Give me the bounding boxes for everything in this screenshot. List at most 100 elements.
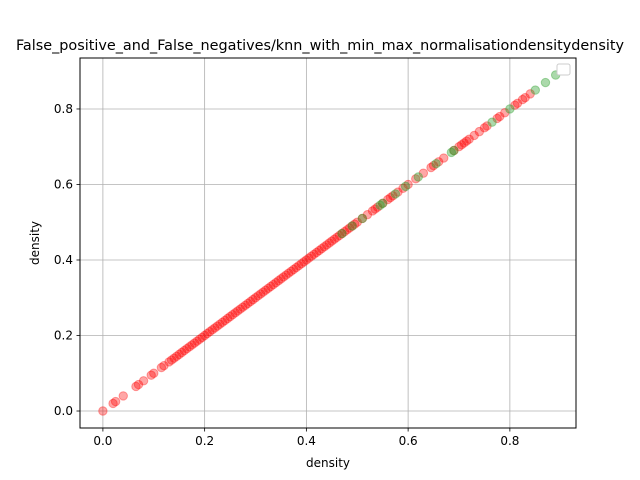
data-point (205, 327, 215, 337)
data-point (530, 85, 541, 95)
data-point (255, 289, 266, 299)
data-point (304, 253, 314, 263)
data-point (517, 94, 528, 105)
data-point (263, 283, 273, 294)
data-point (133, 379, 144, 390)
data-point (418, 168, 429, 178)
data-point (248, 294, 258, 305)
data-point (192, 336, 202, 346)
data-point (189, 338, 200, 348)
data-point (357, 213, 368, 224)
data-point (510, 100, 520, 110)
data-point (520, 92, 530, 103)
data-point (273, 276, 284, 286)
data-point (296, 259, 306, 269)
data-point (260, 285, 271, 295)
data-point (245, 296, 256, 307)
data-point (398, 183, 408, 193)
data-point (540, 77, 551, 88)
data-point (146, 370, 156, 380)
data-point (276, 274, 286, 284)
data-point (212, 321, 223, 331)
data-point (164, 357, 174, 367)
data-point (505, 104, 515, 114)
data-point (431, 159, 441, 169)
data-point (240, 300, 251, 310)
data-point (281, 270, 291, 280)
data-point (352, 217, 362, 227)
data-point (118, 391, 128, 401)
data-point (179, 345, 189, 356)
data-point (492, 113, 502, 124)
data-point (319, 242, 329, 252)
data-point (159, 361, 169, 371)
data-point (464, 134, 474, 144)
data-point (202, 328, 212, 339)
data-point (344, 223, 355, 233)
data-point (383, 194, 393, 205)
data-point (454, 142, 464, 152)
y-tick-label: 0.0 (54, 404, 73, 418)
data-point (131, 381, 141, 392)
x-axis-ticks: 0.0 0.2 0.4 0.6 0.8 (93, 428, 519, 448)
data-point (220, 315, 230, 326)
data-point (324, 238, 334, 248)
data-point (238, 302, 248, 312)
data-point (372, 202, 383, 212)
data-point (250, 293, 261, 303)
x-tick-label: 0.6 (399, 434, 418, 448)
data-point (390, 189, 401, 199)
x-tick-label: 0.4 (297, 434, 316, 448)
data-point (327, 236, 337, 246)
data-point (512, 98, 523, 109)
data-point (177, 347, 187, 358)
data-point (428, 160, 439, 171)
x-tick-label: 0.8 (500, 434, 519, 448)
data-point (388, 191, 398, 201)
data-point (235, 304, 245, 314)
y-tick-label: 0.8 (54, 102, 73, 116)
data-point (199, 330, 210, 341)
data-point (149, 368, 159, 378)
data-point (194, 334, 205, 344)
data-point (278, 272, 289, 282)
data-point (311, 247, 322, 258)
data-point (413, 172, 423, 182)
data-point (187, 340, 197, 350)
data-point (169, 353, 179, 363)
data-point (215, 319, 225, 329)
data-point (291, 262, 301, 273)
data-point (268, 279, 279, 290)
data-point (439, 153, 449, 163)
data-point (222, 313, 233, 324)
data-point (357, 213, 368, 224)
data-point (184, 342, 195, 352)
y-tick-label: 0.2 (54, 329, 73, 343)
data-point (474, 126, 485, 137)
data-point (456, 140, 467, 150)
data-point (230, 308, 240, 318)
data-point (400, 181, 411, 192)
data-point (500, 108, 510, 118)
data-point (138, 376, 149, 386)
data-point (166, 355, 177, 365)
data-point (469, 130, 479, 141)
y-tick-label: 0.6 (54, 178, 73, 192)
data-point (347, 221, 357, 231)
data-point (288, 264, 299, 275)
data-point (362, 209, 373, 220)
data-point (253, 291, 263, 301)
data-point (375, 200, 385, 210)
data-point (294, 260, 304, 271)
data-point (210, 323, 220, 333)
data-points (98, 70, 561, 416)
data-point (227, 310, 238, 320)
data-point (283, 268, 294, 278)
data-point (393, 187, 403, 197)
data-point (494, 111, 505, 122)
data-point (337, 228, 347, 239)
data-point (171, 351, 182, 361)
data-point (403, 179, 413, 190)
data-point (207, 325, 217, 335)
